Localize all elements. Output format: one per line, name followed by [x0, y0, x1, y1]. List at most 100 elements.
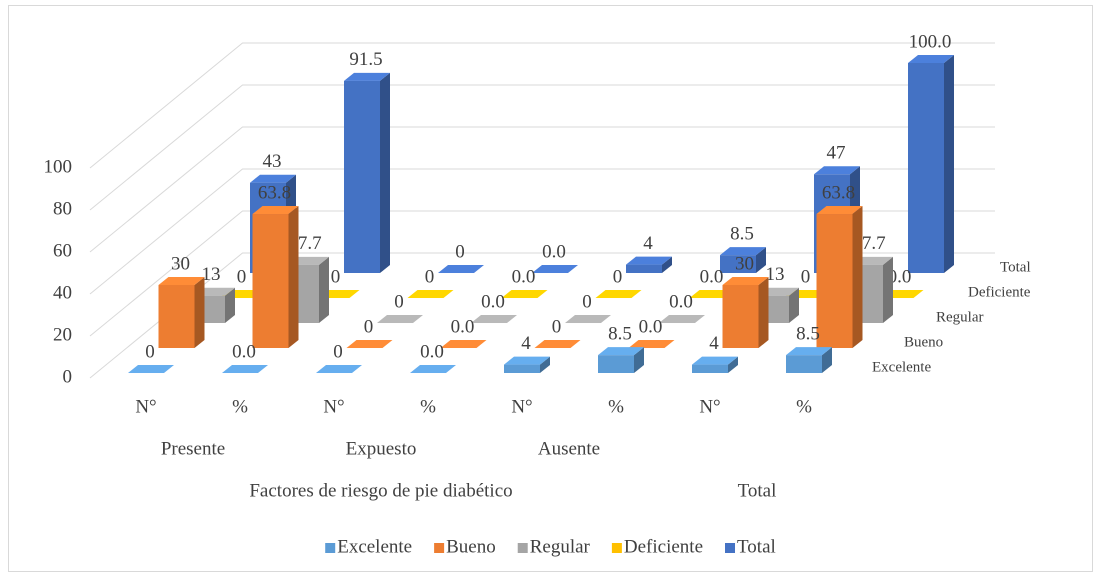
bar-top: [316, 365, 362, 373]
bar-3d: [504, 356, 550, 373]
bar-3d: [471, 315, 517, 324]
bar-top: [438, 265, 484, 273]
grid-line: [89, 84, 995, 211]
bar-side: [319, 256, 329, 323]
data-label: 0: [425, 266, 435, 287]
grid-line: [89, 126, 995, 253]
bar-3d: [438, 265, 484, 274]
data-label: 91.5: [349, 49, 382, 70]
y-tick-label: 40: [53, 282, 72, 303]
bar-3d: [440, 340, 487, 349]
x-tick-label: %: [420, 396, 436, 417]
bar-top: [222, 365, 268, 373]
bar-3d: [565, 315, 611, 324]
depth-axis-label: Total: [1000, 259, 1031, 275]
bar: [786, 355, 822, 373]
bar-top: [252, 206, 299, 215]
bar-top: [501, 290, 548, 298]
bar-3d: [377, 315, 423, 324]
data-label: 0: [364, 316, 374, 337]
bar-side: [662, 256, 672, 273]
data-label: 100.0: [909, 31, 952, 52]
bar-top: [786, 347, 832, 356]
data-label: 0: [331, 266, 341, 287]
bar-top: [814, 166, 860, 175]
data-label: 8.5: [796, 324, 820, 345]
bar-top: [595, 290, 642, 298]
data-label: 43: [263, 151, 282, 172]
y-tick-label: 60: [53, 240, 72, 261]
bar-3d: [158, 277, 205, 348]
group-label: Expuesto: [346, 438, 417, 459]
y-tick-label: 100: [44, 156, 73, 177]
bar-top: [158, 277, 205, 285]
bar-side: [380, 72, 390, 273]
data-label: 47: [827, 143, 846, 164]
bar-3d: [128, 365, 174, 374]
grid-line: [89, 210, 995, 337]
legend-swatch: [611, 543, 622, 553]
bar: [816, 214, 853, 348]
bar-side: [288, 206, 299, 348]
bar-top: [377, 315, 423, 323]
data-label: 63.8: [258, 182, 291, 203]
data-label: 0.0: [232, 341, 256, 362]
bar-side: [789, 287, 799, 323]
grid-line: [89, 168, 995, 295]
bar-top: [534, 340, 581, 348]
data-label: 0.0: [639, 316, 663, 337]
bar-top: [471, 315, 517, 323]
bar-side: [540, 356, 550, 373]
bar-3d: [626, 256, 672, 273]
bar: [158, 285, 195, 348]
data-label: 0.0: [420, 341, 444, 362]
bar-3d: [532, 265, 578, 274]
data-label: 0.0: [700, 266, 724, 287]
bar-3d: [501, 290, 548, 299]
bar-side: [634, 347, 644, 373]
bar-3d: [786, 347, 832, 373]
bar-top: [344, 72, 390, 81]
bar-top: [626, 256, 672, 265]
bar: [908, 63, 944, 273]
bar-side: [944, 55, 954, 273]
data-label: 0.0: [512, 266, 536, 287]
bar-side: [758, 277, 769, 348]
bar-top: [504, 356, 550, 365]
bar-3d: [692, 356, 738, 373]
legend-label: Deficiente: [624, 536, 703, 557]
bar-3d: [346, 340, 393, 349]
bar-3d: [908, 55, 954, 273]
bar-top: [908, 55, 954, 63]
bar-3d: [252, 206, 299, 348]
bar-3d: [407, 290, 454, 299]
bar: [626, 264, 662, 273]
data-label: 0: [801, 266, 811, 287]
bar-3d: [628, 340, 675, 349]
bar-top: [659, 315, 705, 323]
data-label: 0: [394, 291, 404, 312]
x-tick-label: N°: [511, 396, 532, 417]
bar-top: [722, 277, 769, 285]
depth-axis-label: Regular: [936, 309, 983, 325]
bar-3d: [816, 206, 863, 348]
bar: [722, 285, 759, 348]
data-label: 0: [552, 316, 562, 337]
bar: [252, 214, 289, 348]
bar-top: [692, 356, 738, 365]
data-label: 0: [333, 341, 343, 362]
bar-3d: [410, 365, 456, 374]
legend-swatch: [325, 543, 336, 553]
legend-swatch: [434, 543, 445, 553]
data-label: 0.0: [669, 291, 693, 312]
bar-3d: [659, 315, 705, 324]
bar-3d: [595, 290, 642, 299]
bar-3d: [720, 247, 766, 273]
bar: [692, 364, 728, 373]
bar-3d: [344, 72, 390, 273]
y-tick-label: 20: [53, 324, 72, 345]
bar-top: [720, 247, 766, 256]
data-label: 8.5: [608, 324, 632, 345]
